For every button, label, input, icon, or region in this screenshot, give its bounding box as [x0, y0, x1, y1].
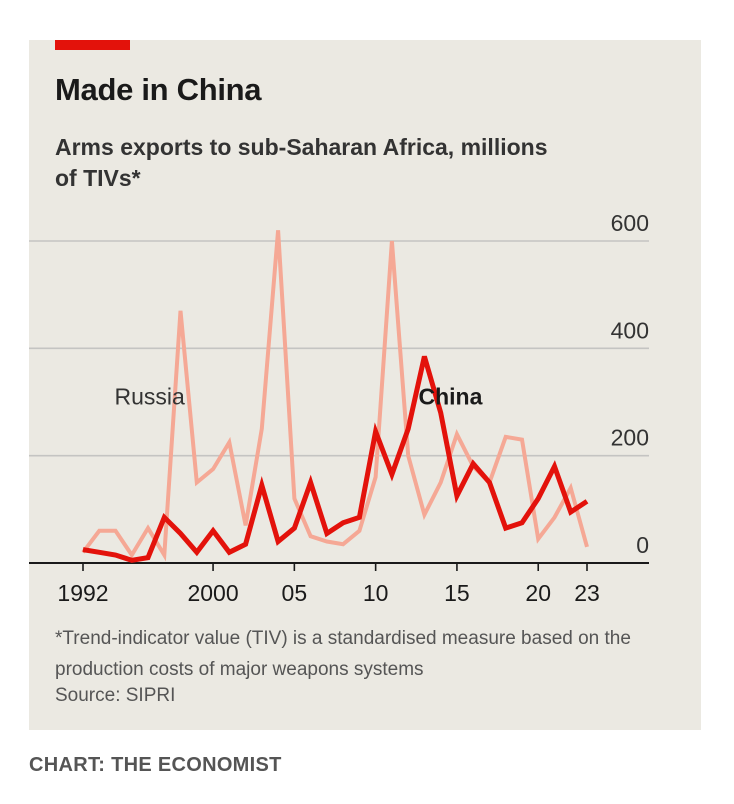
grid-lines	[29, 240, 649, 564]
chart-credit: CHART: THE ECONOMIST	[29, 754, 282, 776]
footnote: *Trend-indicator value (TIV) is a standa…	[55, 628, 631, 680]
y-tick-label: 600	[611, 210, 649, 236]
chart-subtitle: Arms exports to sub-Saharan Africa, mill…	[55, 134, 548, 191]
x-tick-label: 10	[363, 580, 389, 606]
y-axis-ticks: 0 200 400 600	[611, 210, 649, 558]
x-tick-label: 1992	[57, 580, 108, 606]
x-axis-ticks: 1992 2000 05 10 15 20 23	[57, 563, 600, 606]
x-tick-label: 15	[444, 580, 470, 606]
series-labels: Russia China	[115, 384, 483, 410]
y-tick-label: 400	[611, 317, 649, 343]
x-tick-label: 05	[282, 580, 308, 606]
chart-panel: Made in China Arms exports to sub-Sahara…	[29, 40, 701, 730]
x-tick-label: 20	[525, 580, 551, 606]
series-lines	[81, 230, 589, 563]
series-line-china	[82, 355, 589, 563]
y-tick-label: 0	[636, 532, 649, 558]
x-tick-label: 2000	[187, 580, 238, 606]
y-tick-label: 200	[611, 425, 649, 451]
source-note: Source: SIPRI	[55, 685, 176, 706]
series-line-russia	[81, 230, 589, 562]
series-label-russia: Russia	[115, 384, 186, 410]
accent-bar	[55, 40, 130, 50]
chart-title: Made in China	[55, 72, 262, 107]
series-label-china: China	[418, 384, 482, 410]
x-tick-label: 23	[574, 580, 600, 606]
line-chart: 0 200 400 600 1992 2000 05 10 15 20 23 Russia Chin…	[29, 210, 649, 606]
